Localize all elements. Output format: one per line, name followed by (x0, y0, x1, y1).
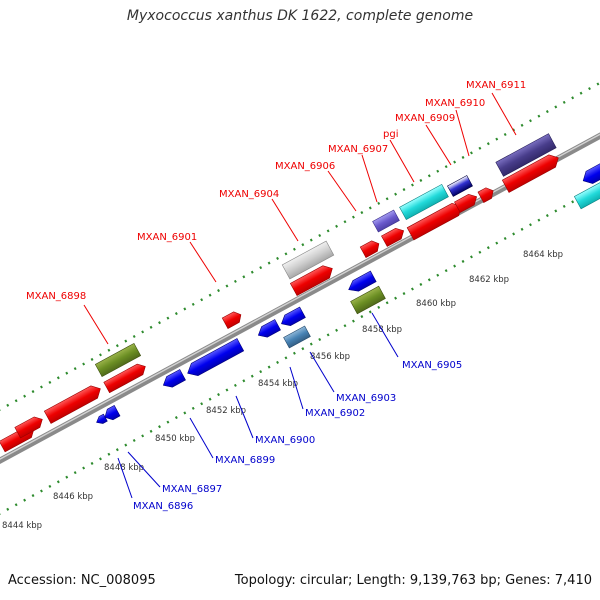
position-tick-label: 8460 kbp (416, 299, 456, 309)
gene-arrow[interactable] (346, 270, 377, 295)
position-tick-label: 8456 kbp (310, 352, 350, 362)
gene-label: MXAN_6906 (275, 161, 335, 172)
gene-label: MXAN_6911 (466, 80, 526, 91)
gene-label: MXAN_6907 (328, 144, 388, 155)
gene-arrow[interactable] (279, 306, 306, 329)
gene-label: pgi (383, 129, 398, 140)
gene-label: MXAN_6900 (255, 435, 315, 446)
genome-title: Myxococcus xanthus DK 1622, complete gen… (126, 8, 474, 24)
reverse-strand-genes (96, 162, 600, 424)
label-leader-line (189, 417, 214, 459)
gene-label: MXAN_6903 (336, 393, 396, 404)
outer-ruler-dots (0, 81, 600, 411)
forward-strand-genes (0, 133, 561, 453)
position-tick-label: 8464 kbp (523, 250, 563, 260)
gene-arrow[interactable] (573, 179, 600, 210)
gene-arrow[interactable] (454, 191, 479, 213)
gene-arrow[interactable] (477, 185, 496, 204)
gene-label: MXAN_6905 (402, 360, 462, 371)
position-tick-label: 8462 kbp (469, 275, 509, 285)
label-leader-line (83, 304, 109, 345)
gene-arrow[interactable] (381, 225, 406, 247)
gene-label: MXAN_6910 (425, 98, 485, 109)
gene-box[interactable] (495, 133, 557, 177)
label-leader-line (117, 457, 133, 499)
label-leader-line (127, 451, 161, 488)
label-leader-line (361, 154, 378, 203)
gene-label: MXAN_6904 (219, 189, 279, 200)
gene-label: MXAN_6897 (162, 484, 222, 495)
reverse-gene-labels: MXAN_6896 MXAN_6897 MXAN_6899 MXAN_6900 … (117, 312, 462, 512)
gene-arrow[interactable] (103, 361, 148, 394)
inner-ruler-dots (0, 185, 600, 515)
position-tick-label: 8454 kbp (258, 379, 298, 389)
position-tick-label: 8450 kbp (155, 434, 195, 444)
gene-arrow[interactable] (160, 369, 186, 390)
forward-gene-labels: MXAN_6898 MXAN_6901 MXAN_6904 MXAN_6906 … (26, 80, 526, 345)
gene-box[interactable] (399, 183, 449, 221)
gene-box[interactable] (94, 342, 142, 378)
label-leader-line (289, 366, 304, 410)
gene-box[interactable] (372, 209, 400, 233)
gene-arrow[interactable] (14, 414, 45, 439)
label-leader-line (327, 170, 357, 212)
label-leader-line (271, 198, 299, 242)
label-leader-line (425, 124, 452, 166)
position-tick-label: 8448 kbp (104, 463, 144, 473)
gene-label: MXAN_6909 (395, 113, 455, 124)
gene-arrow[interactable] (501, 152, 561, 193)
position-tick-label: 8444 kbp (2, 521, 42, 531)
label-leader-line (235, 395, 254, 439)
gene-label: MXAN_6898 (26, 291, 86, 302)
gene-arrow[interactable] (359, 238, 382, 258)
gene-box[interactable] (283, 325, 311, 349)
gene-arrow[interactable] (102, 404, 121, 422)
gene-label: MXAN_6896 (133, 501, 193, 512)
position-tick-label: 8452 kbp (206, 406, 246, 416)
label-leader-line (189, 241, 217, 283)
label-leader-line (371, 312, 399, 358)
gene-arrow[interactable] (184, 338, 245, 380)
gene-arrow[interactable] (580, 162, 600, 187)
gene-label: MXAN_6901 (137, 232, 197, 243)
position-tick-label: 8446 kbp (53, 492, 93, 502)
label-leader-line (389, 139, 415, 183)
gene-box[interactable] (447, 175, 473, 197)
genome-summary-text: Topology: circular; Length: 9,139,763 bp… (234, 573, 592, 588)
accession-text: Accession: NC_008095 (8, 573, 156, 588)
gene-arrow[interactable] (221, 309, 244, 329)
gene-arrow[interactable] (43, 383, 103, 424)
gene-label: MXAN_6899 (215, 455, 275, 466)
gene-arrow[interactable] (289, 262, 335, 297)
gene-box[interactable] (350, 285, 386, 315)
gene-arrow[interactable] (255, 319, 281, 340)
label-leader-line (491, 92, 517, 136)
gene-label: MXAN_6902 (305, 408, 365, 419)
label-leader-line (309, 351, 335, 393)
gene-box[interactable] (281, 240, 335, 280)
label-leader-line (455, 109, 470, 157)
